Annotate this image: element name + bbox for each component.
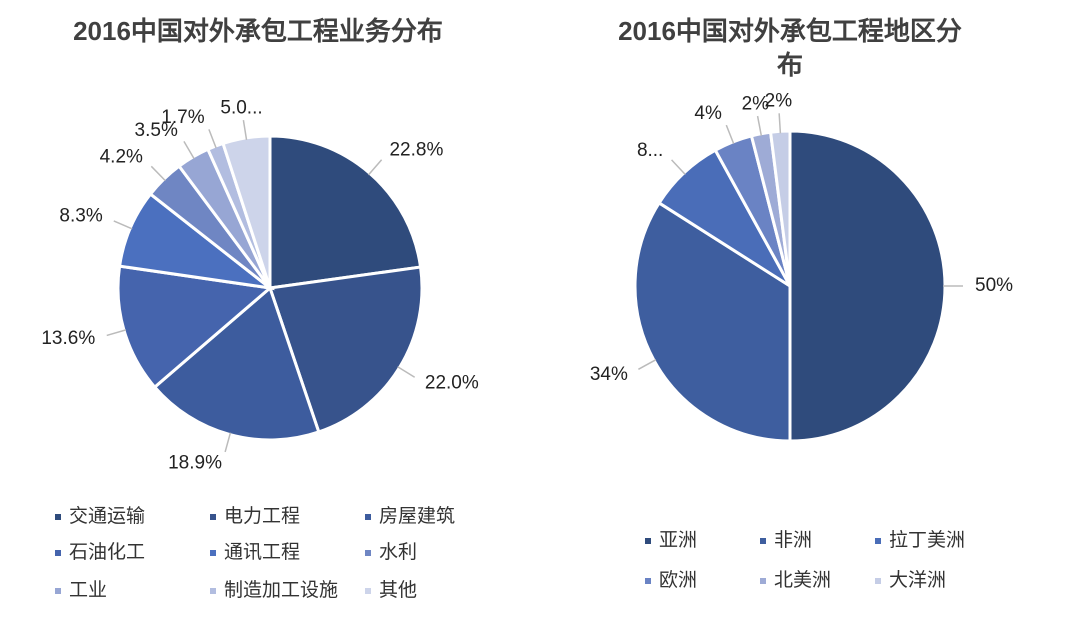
pie-slice <box>788 129 947 443</box>
leader-line <box>183 141 195 160</box>
legend-label: 其他 <box>379 579 417 601</box>
legend-label: 石油化工 <box>69 541 145 563</box>
data-label: 22.0% <box>425 373 479 394</box>
data-label: 50% <box>975 275 1013 296</box>
legend-marker <box>365 514 371 520</box>
leader-line <box>367 159 383 176</box>
leader-line <box>756 115 763 136</box>
legend-marker <box>875 578 881 584</box>
legend-marker <box>55 588 61 594</box>
legend-label: 电力工程 <box>224 505 300 527</box>
leader-line <box>397 366 416 378</box>
data-label: 3.5% <box>135 120 178 141</box>
legend-label: 欧洲 <box>659 569 697 591</box>
legend-marker <box>645 538 651 544</box>
data-label: 2% <box>742 93 770 114</box>
leader-line <box>208 129 217 149</box>
data-label: 2% <box>765 90 793 111</box>
data-label: 1.7% <box>161 107 204 128</box>
legend-label: 交通运输 <box>69 505 145 527</box>
leader-line <box>242 119 248 140</box>
legend-marker <box>760 538 766 544</box>
legend-marker <box>875 538 881 544</box>
leader-line <box>671 159 686 175</box>
legend-label: 北美洲 <box>774 569 831 591</box>
legend-label: 大洋洲 <box>889 569 946 591</box>
legend-marker <box>210 514 216 520</box>
legend-marker <box>55 514 61 520</box>
data-label: 8... <box>637 140 663 161</box>
data-label: 13.6% <box>41 328 95 349</box>
data-label: 22.8% <box>389 140 443 161</box>
legend-label: 亚洲 <box>659 530 697 551</box>
legend-label: 拉丁美洲 <box>889 529 965 551</box>
data-label: 4% <box>694 103 722 124</box>
legend-marker <box>645 578 651 584</box>
leader-line <box>224 432 232 453</box>
data-label: 34% <box>590 364 628 385</box>
legend-label: 非洲 <box>774 529 812 551</box>
legend-label: 制造加工设施 <box>224 579 338 601</box>
legend-marker <box>365 588 371 594</box>
leader-line <box>113 220 133 230</box>
leader-line <box>725 124 735 145</box>
legend-marker <box>365 550 371 556</box>
leader-line <box>638 359 657 371</box>
legend-label: 工业 <box>69 579 107 601</box>
leader-line <box>106 329 127 337</box>
data-label: 4.2% <box>100 147 143 168</box>
data-label: 8.3% <box>59 205 102 226</box>
leader-line <box>150 165 166 182</box>
chart-title: 2016中国对外承包工程地区分布 <box>618 16 962 80</box>
leader-line <box>778 113 782 134</box>
legend-marker <box>210 550 216 556</box>
legend-label: 通讯工程 <box>224 541 300 563</box>
legend-label: 房屋建筑 <box>379 505 455 527</box>
chart-title: 2016中国对外承包工程业务分布 <box>73 16 443 46</box>
legend-marker <box>760 578 766 584</box>
data-label: 5.0... <box>220 97 262 118</box>
legend-marker <box>210 588 216 594</box>
legend-label: 水利 <box>379 541 417 563</box>
legend-marker <box>55 550 61 556</box>
data-label: 18.9% <box>168 453 222 474</box>
